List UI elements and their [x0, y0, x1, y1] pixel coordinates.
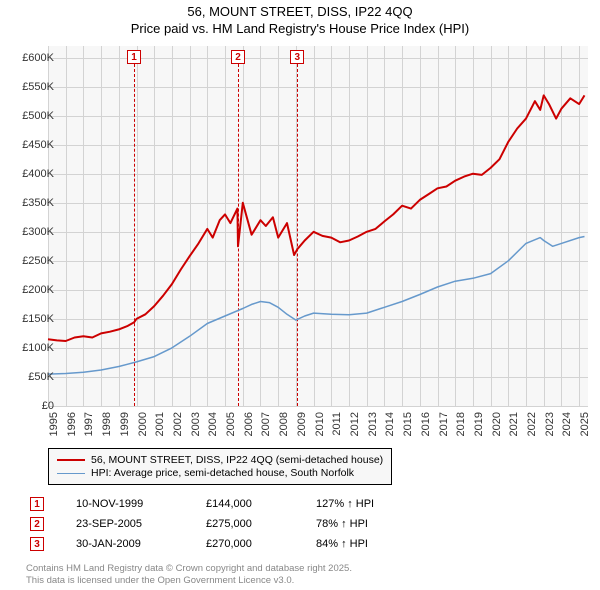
- xtick-label: 2023: [544, 412, 556, 452]
- sales-row: 3 30-JAN-2009£270,00084% ↑ HPI: [30, 534, 426, 554]
- title-line1: 56, MOUNT STREET, DISS, IP22 4QQ: [0, 4, 600, 21]
- xtick-label: 2018: [455, 412, 467, 452]
- xtick-label: 1998: [101, 412, 113, 452]
- sales-row-price: £275,000: [206, 518, 316, 530]
- legend-row: HPI: Average price, semi-detached house,…: [57, 467, 383, 479]
- xtick-label: 2005: [225, 412, 237, 452]
- xtick-label: 2002: [172, 412, 184, 452]
- xtick-label: 2012: [349, 412, 361, 452]
- xtick-label: 2006: [243, 412, 255, 452]
- ytick-label: £100K: [8, 342, 54, 354]
- xtick-label: 2022: [526, 412, 538, 452]
- xtick-label: 2003: [190, 412, 202, 452]
- xtick-label: 1995: [48, 412, 60, 452]
- sales-row-marker: 2: [30, 517, 44, 531]
- sales-row-date: 30-JAN-2009: [76, 538, 206, 550]
- sales-row: 2 23-SEP-2005£275,00078% ↑ HPI: [30, 514, 426, 534]
- xtick-label: 2008: [278, 412, 290, 452]
- xtick-label: 2017: [438, 412, 450, 452]
- series-lines: [48, 46, 588, 406]
- ytick-label: £300K: [8, 226, 54, 238]
- xtick-label: 2025: [579, 412, 591, 452]
- xtick-label: 2019: [473, 412, 485, 452]
- ytick-label: £400K: [8, 168, 54, 180]
- series-line: [48, 237, 585, 375]
- legend: 56, MOUNT STREET, DISS, IP22 4QQ (semi-d…: [48, 448, 392, 485]
- title-line2: Price paid vs. HM Land Registry's House …: [0, 21, 600, 38]
- ytick-label: £200K: [8, 284, 54, 296]
- gridline-h: [48, 406, 588, 407]
- title-block: 56, MOUNT STREET, DISS, IP22 4QQ Price p…: [0, 0, 600, 38]
- series-line: [48, 95, 585, 341]
- xtick-label: 2010: [314, 412, 326, 452]
- xtick-label: 2020: [491, 412, 503, 452]
- xtick-label: 2011: [331, 412, 343, 452]
- ytick-label: £250K: [8, 255, 54, 267]
- ytick-label: £150K: [8, 313, 54, 325]
- footer-line2: This data is licensed under the Open Gov…: [26, 575, 352, 587]
- xtick-label: 2001: [154, 412, 166, 452]
- sales-row-marker: 3: [30, 537, 44, 551]
- legend-swatch: [57, 459, 85, 461]
- chart-area: 123: [48, 46, 588, 406]
- sales-row-marker: 1: [30, 497, 44, 511]
- legend-label: 56, MOUNT STREET, DISS, IP22 4QQ (semi-d…: [91, 454, 383, 466]
- xtick-label: 1999: [119, 412, 131, 452]
- ytick-label: £350K: [8, 197, 54, 209]
- sales-row-date: 23-SEP-2005: [76, 518, 206, 530]
- sales-row-hpi: 78% ↑ HPI: [316, 518, 426, 530]
- ytick-label: £50K: [8, 371, 54, 383]
- sales-row-price: £144,000: [206, 498, 316, 510]
- legend-swatch: [57, 473, 85, 474]
- xtick-label: 2021: [508, 412, 520, 452]
- sales-row-date: 10-NOV-1999: [76, 498, 206, 510]
- footer-line1: Contains HM Land Registry data © Crown c…: [26, 563, 352, 575]
- sales-row: 1 10-NOV-1999£144,000127% ↑ HPI: [30, 494, 426, 514]
- xtick-label: 2007: [260, 412, 272, 452]
- xtick-label: 1996: [66, 412, 78, 452]
- xtick-label: 2015: [402, 412, 414, 452]
- xtick-label: 2013: [367, 412, 379, 452]
- sales-row-price: £270,000: [206, 538, 316, 550]
- ytick-label: £0: [8, 400, 54, 412]
- legend-row: 56, MOUNT STREET, DISS, IP22 4QQ (semi-d…: [57, 454, 383, 466]
- xtick-label: 2016: [420, 412, 432, 452]
- ytick-label: £600K: [8, 52, 54, 64]
- xtick-label: 2000: [137, 412, 149, 452]
- xtick-label: 2004: [207, 412, 219, 452]
- xtick-label: 2009: [296, 412, 308, 452]
- sales-row-hpi: 127% ↑ HPI: [316, 498, 426, 510]
- sales-row-hpi: 84% ↑ HPI: [316, 538, 426, 550]
- ytick-label: £450K: [8, 139, 54, 151]
- sales-table: 1 10-NOV-1999£144,000127% ↑ HPI 2 23-SEP-20…: [30, 494, 426, 554]
- ytick-label: £500K: [8, 110, 54, 122]
- footer: Contains HM Land Registry data © Crown c…: [26, 563, 352, 587]
- legend-label: HPI: Average price, semi-detached house,…: [91, 467, 354, 479]
- ytick-label: £550K: [8, 81, 54, 93]
- chart-container: 56, MOUNT STREET, DISS, IP22 4QQ Price p…: [0, 0, 600, 590]
- xtick-label: 1997: [83, 412, 95, 452]
- xtick-label: 2014: [384, 412, 396, 452]
- xtick-label: 2024: [561, 412, 573, 452]
